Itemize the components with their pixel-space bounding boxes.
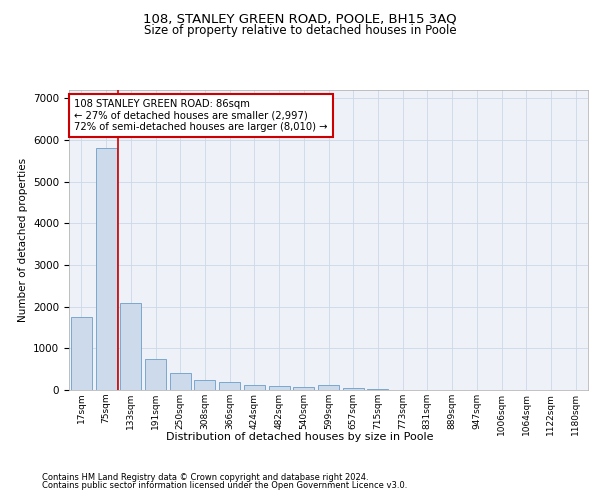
Text: 108, STANLEY GREEN ROAD, POOLE, BH15 3AQ: 108, STANLEY GREEN ROAD, POOLE, BH15 3AQ (143, 12, 457, 26)
Bar (194, 380, 215, 390)
Bar (145, 359, 166, 390)
Text: 108 STANLEY GREEN ROAD: 86sqm
← 27% of detached houses are smaller (2,997)
72% o: 108 STANLEY GREEN ROAD: 86sqm ← 27% of d… (74, 99, 328, 132)
Bar (269, 386, 290, 390)
Bar (343, 388, 364, 390)
Bar (219, 382, 240, 390)
Text: Distribution of detached houses by size in Poole: Distribution of detached houses by size … (166, 432, 434, 442)
Bar (318, 385, 339, 390)
Text: Contains public sector information licensed under the Open Government Licence v3: Contains public sector information licen… (42, 481, 407, 490)
Bar (293, 386, 314, 390)
Bar (367, 389, 388, 390)
Text: Size of property relative to detached houses in Poole: Size of property relative to detached ho… (143, 24, 457, 37)
Bar (95, 148, 116, 390)
Bar (71, 317, 92, 390)
Text: Contains HM Land Registry data © Crown copyright and database right 2024.: Contains HM Land Registry data © Crown c… (42, 472, 368, 482)
Bar (120, 302, 141, 390)
Bar (170, 374, 191, 390)
Bar (244, 384, 265, 390)
Y-axis label: Number of detached properties: Number of detached properties (17, 158, 28, 322)
